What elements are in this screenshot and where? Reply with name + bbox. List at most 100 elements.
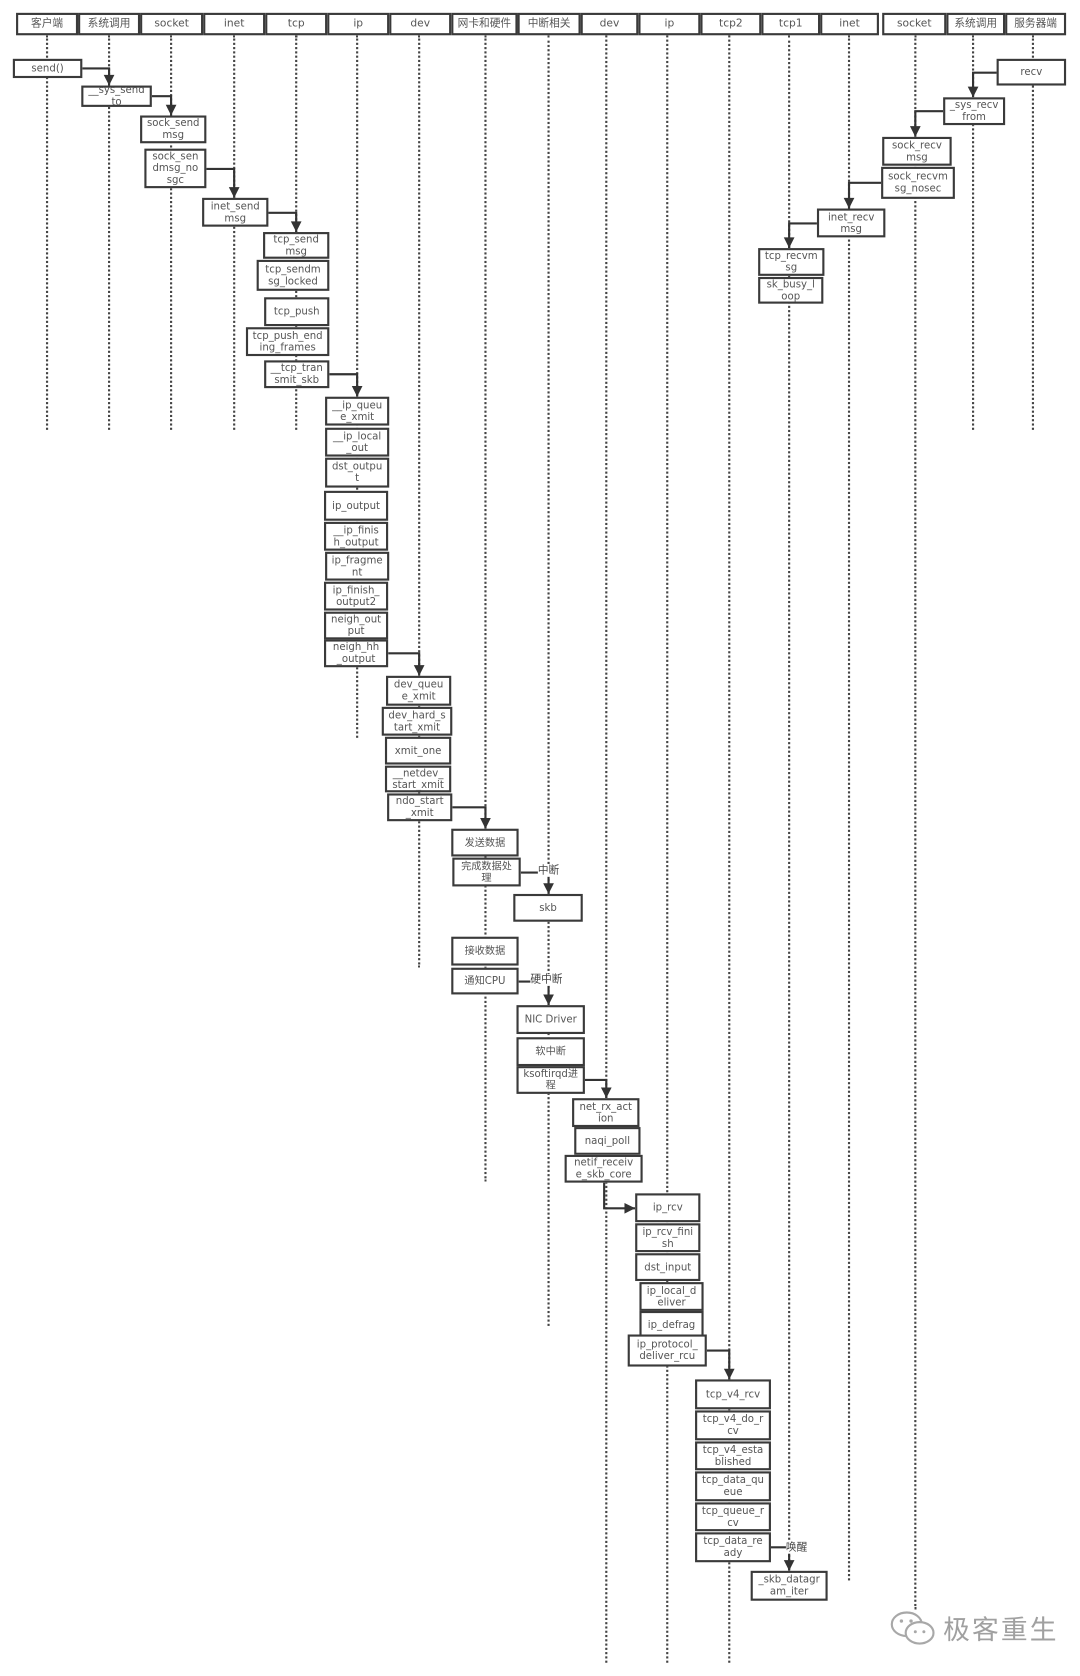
function-box: tcp_v4_established [695,1441,771,1471]
function-box: tcp_recvmsg [758,248,825,276]
call-arrow [82,67,111,86]
edge-label-wakeup: 唤醒 [785,1541,808,1554]
function-box: netif_receive_skb_core [564,1154,643,1183]
call-arrow [914,110,944,137]
function-box: ip_protocol_deliver_rcu [627,1334,707,1367]
call-arrow [706,1349,731,1380]
call-arrow [788,222,817,249]
function-box: __ip_finish_output [323,521,389,551]
lane-header: socket [140,12,204,36]
wechat-icon [890,1611,935,1645]
edge-label-interrupt: 中断 [537,865,560,877]
function-box: sock_sendmsg_nosgc [144,148,207,189]
lane-header: 客户端 [16,12,79,36]
function-box: tcp_push [264,297,330,327]
lifeline [484,35,487,1182]
lane-header: 网卡和硬件 [451,12,518,36]
function-box: tcp_queue_rcv [695,1502,771,1532]
function-box: ip_rcv_finish [635,1223,701,1253]
lane-header: inet [203,12,266,36]
function-box: naqi_poll [574,1127,641,1155]
function-box: __sys_sendto [81,85,152,107]
lane-header: 服务器端 [1005,12,1067,36]
call-arrow [584,1078,608,1099]
lane-header: tcp2 [700,12,762,36]
lifeline [666,35,669,1663]
function-box: 通知CPU [451,967,519,995]
function-box: dst_input [635,1253,701,1282]
call-arrow [268,211,298,233]
function-box: ip_fragment [325,551,390,581]
lane-header: tcp [265,12,328,36]
function-box: __tcp_transmit_skb [264,360,330,389]
lane-header: tcp1 [761,12,821,36]
function-box: ip_rcv [635,1193,701,1223]
call-arrow [388,652,421,676]
watermark: 极客重生 [890,1609,1059,1647]
lane-header: dev [580,12,639,36]
lane-header: 中断相关 [517,12,581,36]
lane-header: dev [389,12,452,36]
function-box: ip_output [323,490,389,521]
function-box: __ip_queue_xmit [325,396,390,426]
function-box: ksoftirqd进程 [516,1066,585,1094]
lifeline [107,35,111,430]
lifeline [971,35,975,430]
function-box: inet_recvmsg [816,208,886,238]
function-box: _skb_datagram_iter [750,1570,828,1601]
function-box: recv [996,58,1067,86]
function-box: tcp_data_ready [695,1532,771,1563]
lifeline [605,35,608,1663]
function-box: sock_recvmsg_nosec [881,166,955,199]
function-box: tcp_v4_do_rcv [695,1410,771,1441]
function-box: tcp_v4_rcv [695,1379,771,1410]
function-box: ip_local_deliver [639,1282,704,1311]
function-box: ip_finish_output2 [323,581,389,611]
lifeline [170,35,173,430]
function-box: sock_sendmsg [140,115,207,144]
arrowhead [624,1202,636,1214]
function-box: tcp_push_ending_frames [245,327,330,357]
lane-header: 系统调用 [78,12,141,36]
lane-header: 系统调用 [946,12,1006,36]
lifeline [547,35,550,1326]
watermark-text: 极客重生 [943,1614,1059,1646]
lifeline [788,35,791,1570]
function-box: dev_hard_start_xmit [381,706,453,736]
lifeline [847,35,851,1581]
lane-header: ip [638,12,701,36]
function-box: ndo_start_xmit [387,793,453,822]
function-box: dst_output [325,457,390,488]
lifeline [45,35,49,430]
function-box: sock_recvmsg [882,136,952,166]
function-box: inet_sendmsg [202,197,269,227]
lifeline [233,35,236,430]
call-arrow [971,71,997,98]
function-box: net_rx_action [572,1098,640,1128]
call-arrow [151,95,173,116]
lifeline [914,35,917,1610]
function-box: sk_busy_loop [758,276,824,304]
lane-header: socket [882,12,947,36]
function-box: neigh_output [323,611,389,640]
lane-header: ip [327,12,390,36]
function-box: neigh_hh_output [323,639,389,668]
lifeline [728,35,731,1663]
function-box: tcp_data_queue [695,1471,771,1502]
function-box: 软中断 [516,1037,585,1067]
function-box: xmit_one [384,736,452,765]
call-arrow [847,181,882,209]
function-box: tcp_sendmsg_locked [256,259,330,291]
call-arrow [452,806,487,829]
lane-header: inet [820,12,879,36]
lifeline [1031,35,1035,430]
function-box: skb [513,893,583,922]
call-arrow [603,1182,636,1210]
call-arrow [206,167,236,198]
function-box: 发送数据 [451,828,519,857]
call-arrow [329,373,359,397]
function-box: 接收数据 [451,936,519,966]
function-box: __netdev_start_xmit [384,765,452,793]
function-box: dev_queue_xmit [386,675,452,706]
